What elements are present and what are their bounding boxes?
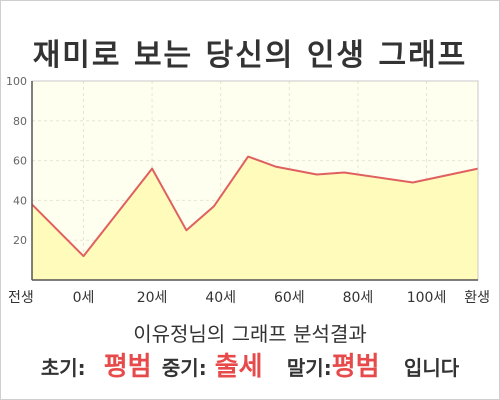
y-tick-label: 60 bbox=[13, 155, 27, 168]
y-tick-label: 100 bbox=[6, 75, 27, 88]
x-tick-label: 60세 bbox=[274, 290, 305, 306]
x-tick-label: 전생 bbox=[8, 290, 34, 306]
x-tick-label: 100세 bbox=[407, 290, 447, 306]
x-tick-labels: 전생 0세 20세 40세 60세 80세 100세 환생 bbox=[8, 290, 490, 306]
early-label: 초기: bbox=[40, 356, 86, 380]
life-area bbox=[32, 156, 478, 280]
mid-value: 출세 bbox=[214, 352, 263, 382]
early-value: 평범 bbox=[103, 352, 152, 382]
x-tick-label: 0세 bbox=[73, 290, 95, 306]
x-tick-label: 80세 bbox=[343, 290, 374, 306]
ending-text: 입니다 bbox=[403, 356, 460, 380]
y-tick-labels: 20 40 60 80 100 bbox=[6, 75, 27, 247]
y-tick-label: 20 bbox=[13, 234, 27, 247]
x-tick-label: 20세 bbox=[137, 290, 168, 306]
analysis-result: 초기: 평범 중기: 출세 말기:평범 입니다 bbox=[0, 346, 500, 383]
page-title: 재미로 보는 당신의 인생 그래프 bbox=[32, 38, 468, 73]
x-tick-label: 환생 bbox=[464, 290, 490, 306]
life-line bbox=[31, 155, 479, 258]
mid-label: 중기: bbox=[161, 356, 207, 380]
axes bbox=[31, 80, 479, 281]
y-tick-label: 80 bbox=[13, 115, 27, 128]
x-tick-label: 40세 bbox=[205, 290, 236, 306]
late-value: 평범 bbox=[331, 352, 380, 382]
y-tick-label: 40 bbox=[13, 194, 27, 207]
analysis-summary: 이유정님의 그래프 분석결과 bbox=[133, 322, 367, 346]
late-label: 말기: bbox=[286, 356, 332, 380]
